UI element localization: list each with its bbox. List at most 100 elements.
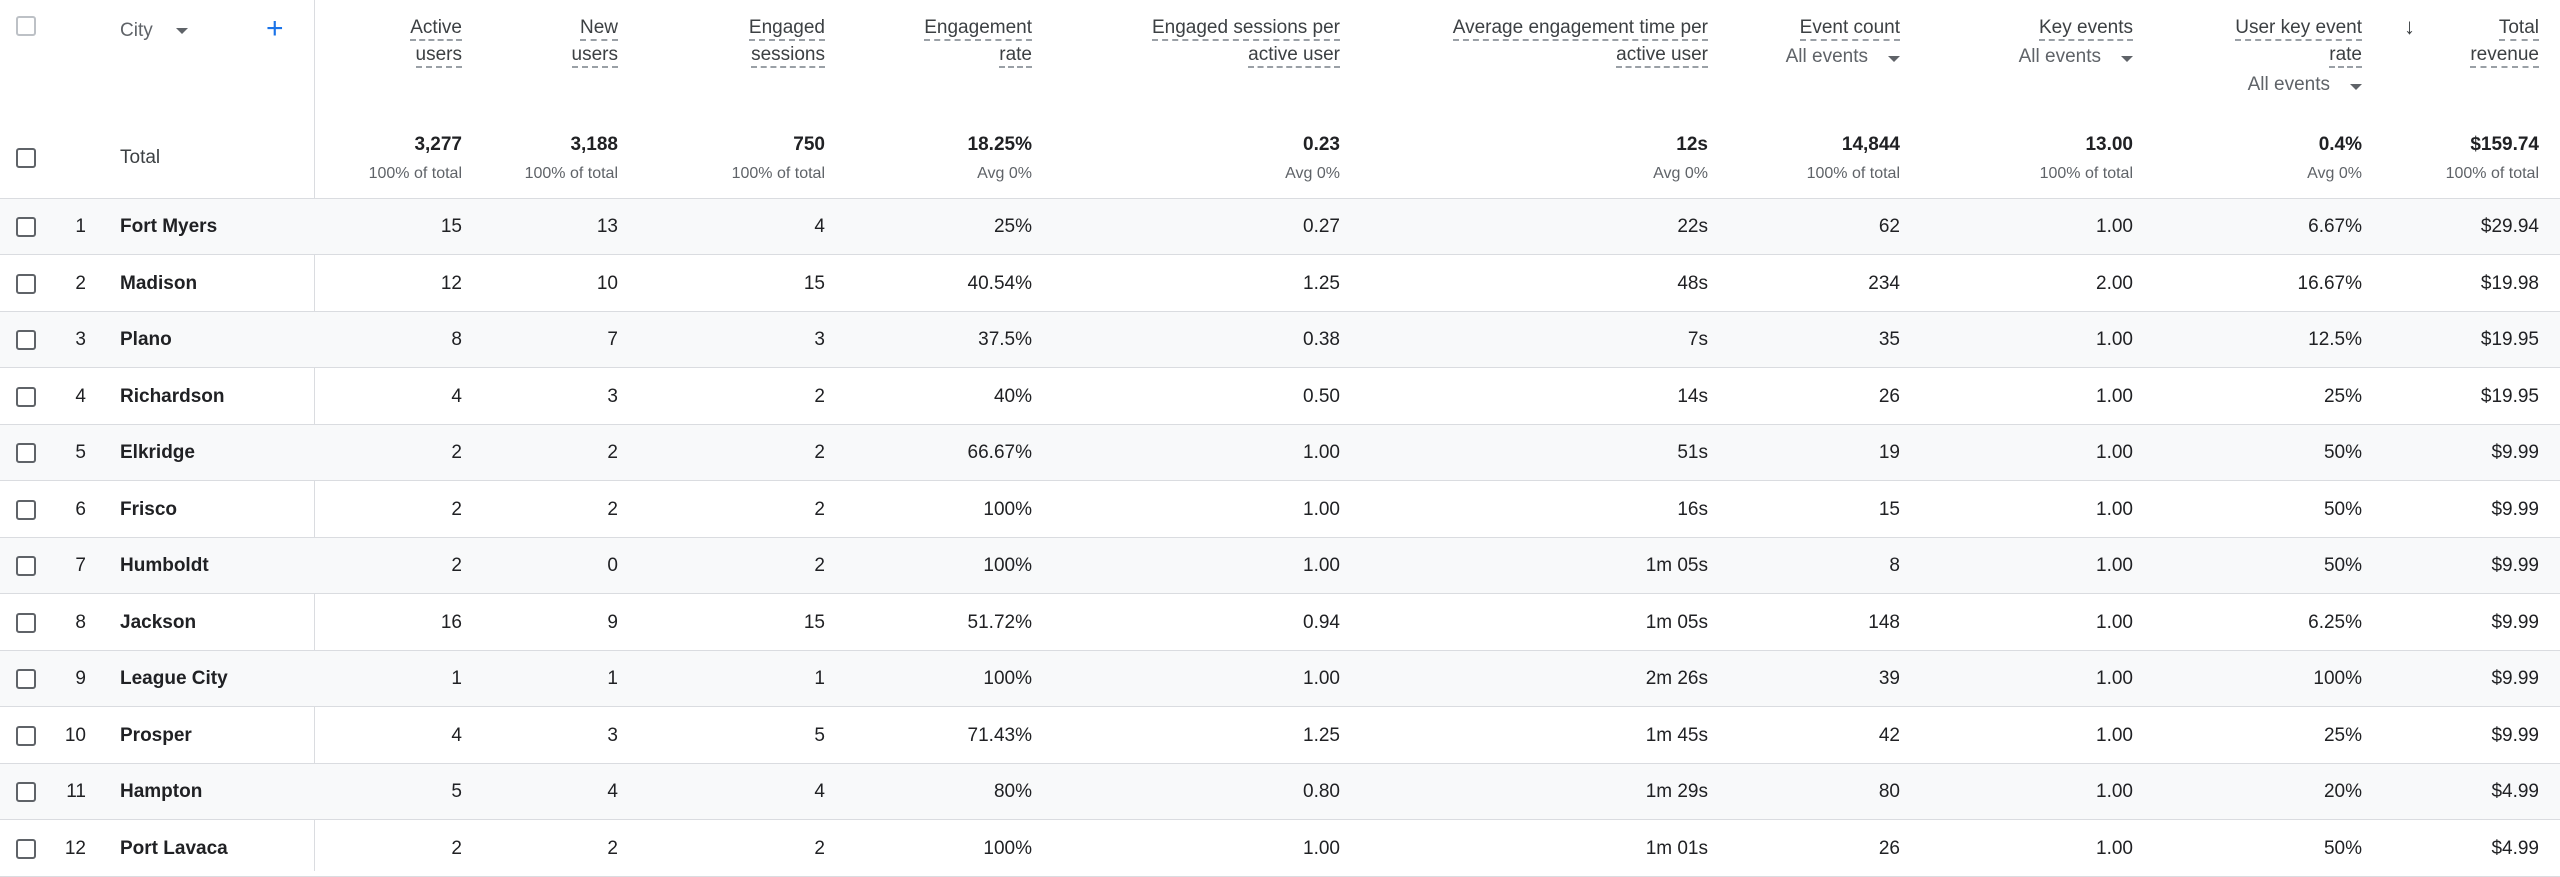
column-header-label: Event count <box>1799 17 1900 41</box>
cell-total-revenue: $9.99 <box>2491 668 2539 689</box>
row-number: 5 <box>75 442 86 463</box>
row-checkbox[interactable] <box>16 612 36 633</box>
row-checkbox[interactable] <box>16 725 36 746</box>
cell-avg-engagement-time: 1m 45s <box>1645 724 1708 746</box>
cell-engagement-rate: 100% <box>983 837 1032 859</box>
column-header-event-count[interactable]: Event count <box>1799 14 1900 41</box>
cell-total-revenue: $4.99 <box>2491 837 2539 859</box>
table-row[interactable]: 1 Fort Myers 15 13 4 25% 0.27 22s 62 1.00 6.67% $29… <box>0 199 2560 255</box>
city-name[interactable]: Plano <box>120 329 172 350</box>
cell-avg-engagement-time: 14s <box>1677 385 1708 407</box>
column-header-key-events[interactable]: Key events <box>2039 14 2133 41</box>
city-name[interactable]: League City <box>120 668 228 689</box>
cell-engagement-rate: 71.43% <box>967 724 1032 746</box>
table-row[interactable]: 11 Hampton 5 4 4 80% 0.80 1m 29s 80 1.00 20% $4.99 <box>0 764 2560 820</box>
table-row[interactable]: 12 Port Lavaca 2 2 2 100% 1.00 1m 01s 26 1.00 50% $… <box>0 821 2560 877</box>
cell-new-users: 7 <box>607 329 618 350</box>
key-event-filter-select[interactable]: All events <box>1786 46 1900 68</box>
city-name[interactable]: Elkridge <box>120 442 195 463</box>
cell-event-count: 234 <box>1868 272 1900 294</box>
table-row[interactable]: 8 Jackson 16 9 15 51.72% 0.94 1m 05s 148 1.00 6.25… <box>0 595 2560 651</box>
cell-engaged-sessions-per-user: 1.00 <box>1303 837 1340 859</box>
cell-total-revenue: $19.95 <box>2480 329 2539 350</box>
column-header-engaged-sessions[interactable]: Engaged sessions <box>748 14 825 68</box>
sort-descending-icon[interactable]: ↓ <box>2404 14 2415 39</box>
city-name[interactable]: Port Lavaca <box>120 837 228 859</box>
chevron-down-icon <box>176 27 189 34</box>
city-name[interactable]: Madison <box>120 272 198 294</box>
table-row[interactable]: 3 Plano 8 7 3 37.5% 0.38 7s 35 1.00 12.5% $19.95 <box>0 312 2560 368</box>
row-number: 6 <box>75 498 86 520</box>
column-header-label-line2: active user <box>1616 44 1708 68</box>
column-header-label: New <box>579 17 618 41</box>
total-share-event-count: 100% of total <box>1806 165 1900 182</box>
column-header-engaged-sessions-per-user[interactable]: Engaged sessions per active user <box>1151 14 1340 68</box>
column-header-label-line2: sessions <box>751 44 825 68</box>
cell-active-users: 2 <box>451 498 462 520</box>
column-header-label: Engaged sessions per <box>1151 17 1340 41</box>
row-checkbox[interactable] <box>16 669 36 689</box>
column-header-total-revenue[interactable]: Total revenue <box>2470 14 2539 68</box>
row-divider <box>0 875 2560 877</box>
cell-event-count: 26 <box>1878 837 1900 859</box>
total-value-engagement-rate: 18.25% <box>967 134 1032 155</box>
cell-new-users: 3 <box>607 724 618 746</box>
total-value-new-users: 3,188 <box>570 134 618 155</box>
key-event-filter-select[interactable]: All events <box>2019 46 2133 68</box>
cell-new-users: 10 <box>596 272 618 294</box>
cell-engagement-rate: 40% <box>993 385 1032 407</box>
cell-engagement-rate: 80% <box>993 781 1032 802</box>
cell-user-key-event-rate: 20% <box>2323 781 2362 802</box>
column-header-user-key-event-rate[interactable]: User key event rate <box>2235 14 2362 68</box>
row-checkbox[interactable] <box>16 556 36 576</box>
column-header-active-users[interactable]: Active users <box>410 14 462 68</box>
city-dimension-selector[interactable]: City <box>120 20 189 42</box>
row-checkbox[interactable] <box>16 782 36 802</box>
cell-total-revenue: $9.99 <box>2491 555 2539 576</box>
row-checkbox[interactable] <box>16 499 36 520</box>
row-divider <box>0 819 2560 820</box>
cell-key-events: 1.00 <box>2096 611 2133 633</box>
row-checkbox[interactable] <box>16 386 36 407</box>
select-all-checkbox[interactable] <box>16 16 36 36</box>
column-header-new-users[interactable]: New users <box>571 14 618 68</box>
cell-user-key-event-rate: 50% <box>2323 442 2362 463</box>
table-row[interactable]: 9 League City 1 1 1 100% 1.00 2m 26s 39 1.00 100% $… <box>0 651 2560 707</box>
total-row-checkbox[interactable] <box>16 148 36 168</box>
cell-avg-engagement-time: 7s <box>1687 329 1708 350</box>
table-row[interactable]: 7 Humboldt 2 0 2 100% 1.00 1m 05s 8 1.00 50% $9.99 <box>0 538 2560 594</box>
column-header-label: Active <box>410 17 462 41</box>
row-checkbox[interactable] <box>16 273 36 294</box>
column-header-engagement-rate[interactable]: Engagement rate <box>924 14 1032 68</box>
cell-user-key-event-rate: 50% <box>2323 555 2362 576</box>
row-checkbox[interactable] <box>16 217 36 237</box>
table-row[interactable]: 4 Richardson 4 3 2 40% 0.50 14s 26 1.00 25% $19.95 <box>0 369 2560 425</box>
table-row[interactable]: 10 Prosper 4 3 5 71.43% 1.25 1m 45s 42 1.00 25% $9.… <box>0 708 2560 764</box>
cell-avg-engagement-time: 1m 05s <box>1645 555 1708 576</box>
city-name[interactable]: Frisco <box>120 498 178 520</box>
chevron-down-icon <box>2121 56 2133 62</box>
cell-key-events: 1.00 <box>2096 781 2133 802</box>
row-checkbox[interactable] <box>16 443 36 463</box>
table-row[interactable]: 5 Elkridge 2 2 2 66.67% 1.00 51s 19 1.00 50% $9.99 <box>0 425 2560 481</box>
city-name[interactable]: Hampton <box>120 781 203 802</box>
add-dimension-button[interactable]: + <box>266 12 284 45</box>
cell-engaged-sessions: 4 <box>814 216 825 237</box>
row-checkbox[interactable] <box>16 838 36 859</box>
column-header-label-line2: rate <box>999 44 1032 68</box>
total-value-engaged-sessions-per-user: 0.23 <box>1303 134 1340 155</box>
cell-new-users: 0 <box>607 555 618 576</box>
row-number: 3 <box>75 329 86 350</box>
city-name[interactable]: Richardson <box>120 385 225 407</box>
city-name[interactable]: Jackson <box>120 611 197 633</box>
column-header-label: User key event <box>2235 17 2362 41</box>
city-name[interactable]: Prosper <box>120 724 192 746</box>
cell-total-revenue: $9.99 <box>2491 442 2539 463</box>
table-row[interactable]: 6 Frisco 2 2 2 100% 1.00 16s 15 1.00 50% $9.99 <box>0 482 2560 538</box>
city-name[interactable]: Fort Myers <box>120 216 218 237</box>
table-row[interactable]: 2 Madison 12 10 15 40.54% 1.25 48s 234 2.00 16.67%… <box>0 256 2560 312</box>
key-event-filter-select[interactable]: All events <box>2248 74 2362 96</box>
city-name[interactable]: Humboldt <box>120 555 209 576</box>
row-checkbox[interactable] <box>16 330 36 350</box>
column-header-avg-engagement-time[interactable]: Average engagement time per active user <box>1452 14 1708 68</box>
